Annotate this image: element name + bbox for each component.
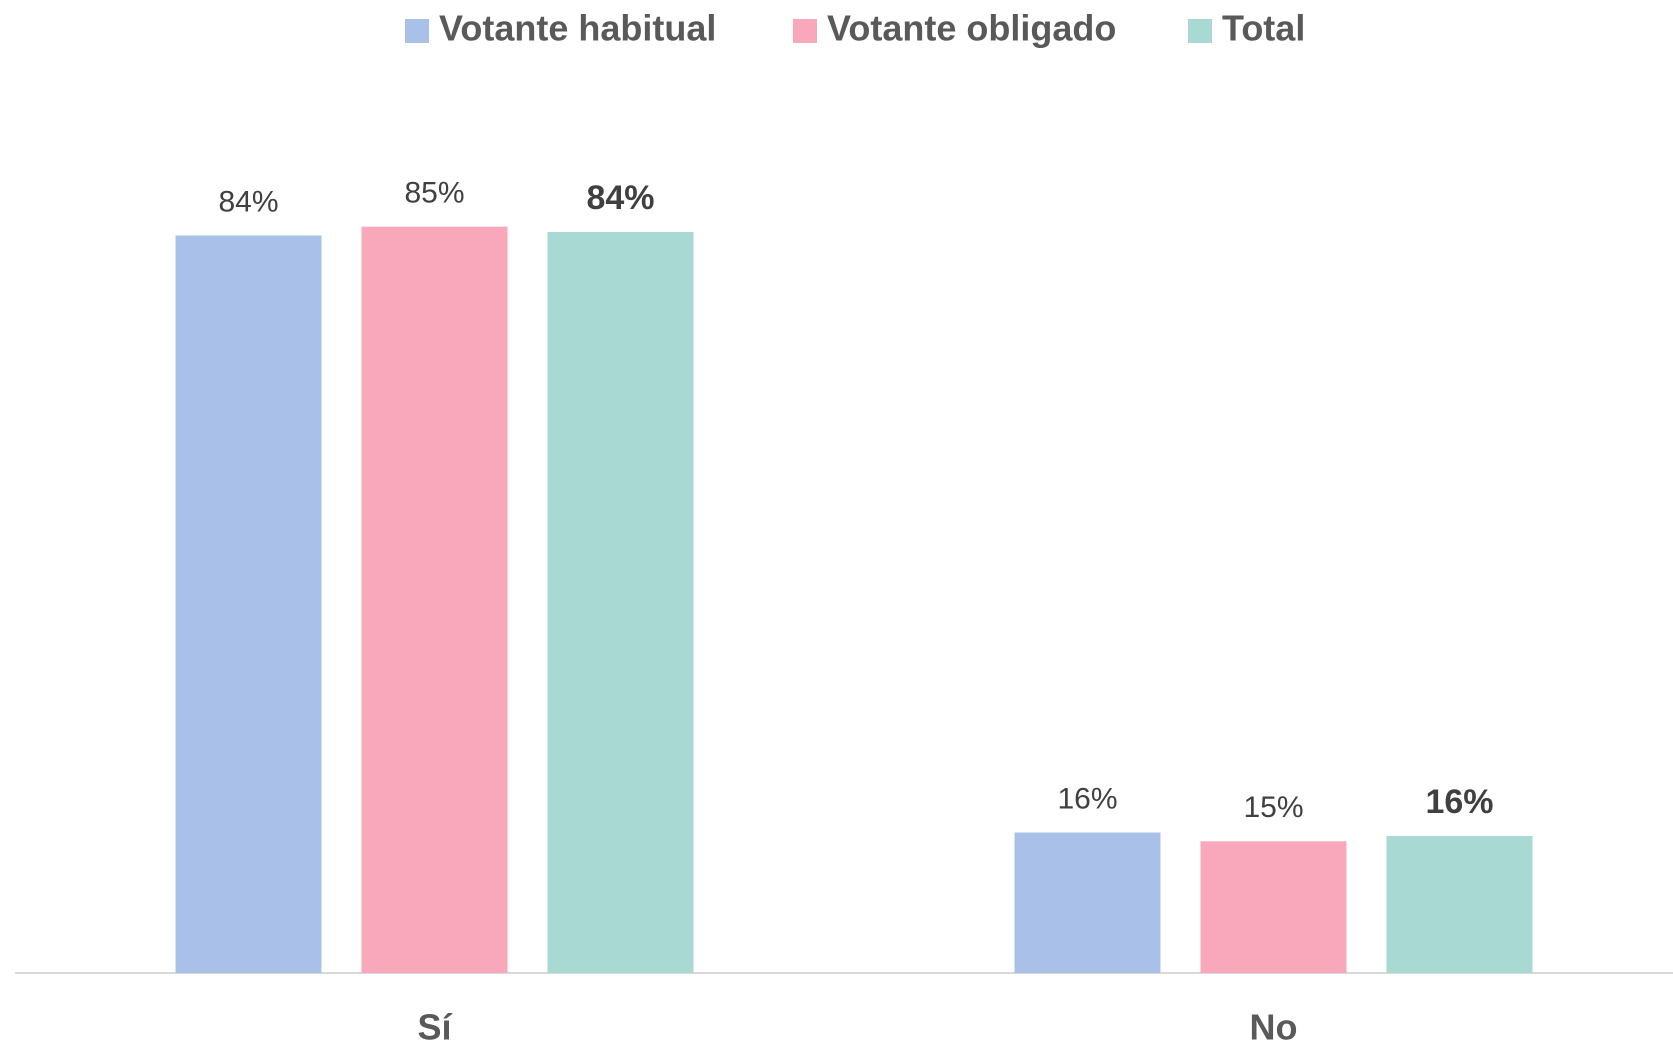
bar	[361, 226, 508, 973]
legend-label: Votante habitual	[439, 8, 716, 49]
bar	[1014, 832, 1161, 973]
legend-label: Votante obligado	[827, 8, 1116, 49]
bar	[547, 231, 694, 973]
data-label: 15%	[1243, 791, 1303, 824]
legend-label: Total	[1222, 8, 1305, 49]
bar	[1200, 841, 1347, 973]
bar	[175, 235, 322, 974]
data-label: 16%	[1057, 782, 1117, 815]
data-label: 84%	[586, 179, 654, 217]
legend-swatch	[1188, 19, 1212, 43]
data-label: 84%	[218, 185, 278, 218]
data-label: 16%	[1425, 783, 1493, 821]
data-label: 85%	[404, 177, 464, 210]
bar	[1386, 836, 1533, 973]
x-tick-label: Sí	[417, 1007, 452, 1048]
legend-swatch	[793, 19, 817, 43]
legend-swatch	[405, 19, 429, 43]
x-tick-label: No	[1250, 1007, 1298, 1048]
